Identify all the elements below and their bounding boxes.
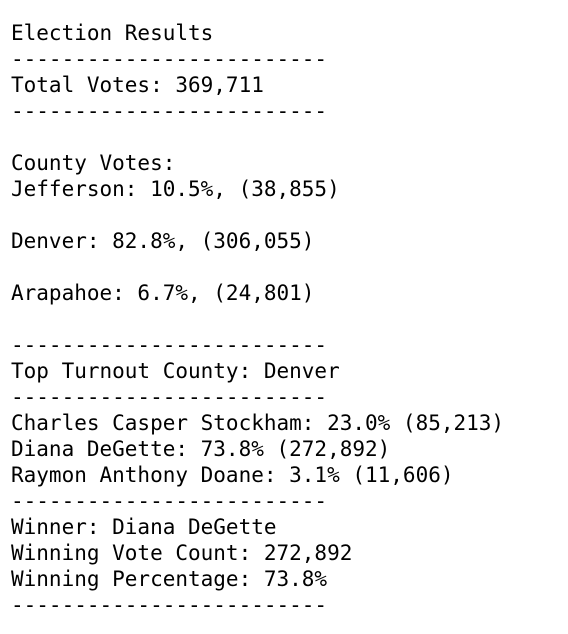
candidate-line-stockham: Charles Casper Stockham: 23.0% (85,213) (11, 411, 505, 435)
winner-line: Winner: Diana DeGette (11, 515, 277, 539)
divider-line: ------------------------- (11, 385, 328, 409)
county-line-arapahoe: Arapahoe: 6.7%, (24,801) (11, 281, 315, 305)
report-title: Election Results (11, 21, 214, 45)
terminal-output: Election Results -----------------------… (11, 20, 504, 618)
blank-line (11, 306, 504, 332)
total-votes-line: Total Votes: 369,711 (11, 73, 264, 97)
county-line-jefferson: Jefferson: 10.5%, (38,855) (11, 177, 340, 201)
blank-line (11, 124, 504, 150)
winning-vote-count-line: Winning Vote Count: 272,892 (11, 541, 353, 565)
county-line-denver: Denver: 82.8%, (306,055) (11, 229, 315, 253)
winning-percentage-line: Winning Percentage: 73.8% (11, 567, 328, 591)
blank-line (11, 202, 504, 228)
county-votes-header: County Votes: (11, 151, 176, 175)
divider-line: ------------------------- (11, 99, 328, 123)
divider-line: ------------------------- (11, 593, 328, 617)
candidate-line-degette: Diana DeGette: 73.8% (272,892) (11, 437, 391, 461)
top-turnout-county-line: Top Turnout County: Denver (11, 359, 340, 383)
candidate-line-doane: Raymon Anthony Doane: 3.1% (11,606) (11, 463, 454, 487)
divider-line: ------------------------- (11, 489, 328, 513)
blank-line (11, 254, 504, 280)
divider-line: ------------------------- (11, 47, 328, 71)
divider-line: ------------------------- (11, 333, 328, 357)
